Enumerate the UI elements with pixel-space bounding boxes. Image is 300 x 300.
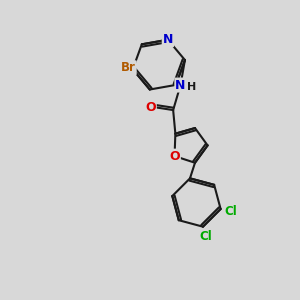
- Text: N: N: [163, 33, 173, 46]
- Text: O: O: [145, 100, 156, 114]
- Text: N: N: [175, 79, 186, 92]
- Text: Cl: Cl: [224, 205, 237, 218]
- Text: Cl: Cl: [199, 230, 212, 243]
- Text: O: O: [169, 150, 180, 163]
- Text: H: H: [187, 82, 196, 92]
- Text: Br: Br: [121, 61, 136, 74]
